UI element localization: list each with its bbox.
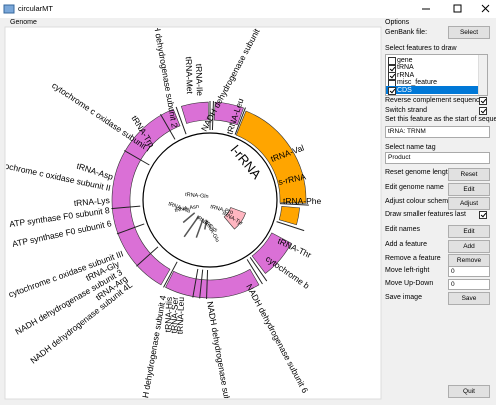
action-label: Edit genome name [385, 183, 444, 191]
action-label: Remove a feature [385, 255, 441, 262]
trna-tick [136, 246, 159, 267]
action-label: Reset genome length [385, 169, 452, 176]
inner-mark [183, 215, 200, 238]
action-button[interactable]: Edit [448, 182, 490, 196]
check-label: Switch strand [385, 107, 428, 114]
action-label: Adjust colour scheme [385, 198, 452, 205]
genome-circle [142, 132, 278, 268]
genome-label: Genome [10, 19, 37, 26]
name-tag-label: Select name tag [385, 144, 436, 151]
trna-tick [199, 269, 204, 299]
trna-tick [279, 203, 309, 206]
feature-arc [180, 101, 209, 124]
action-button[interactable]: Reset [448, 168, 490, 181]
trna-tick [116, 223, 145, 235]
feature-label: tRNA-Leu [175, 296, 186, 334]
genome-panel [4, 26, 382, 400]
action-button[interactable]: Add [448, 239, 490, 253]
feature-label: tRNA-Ile [194, 64, 205, 97]
feature-type: CDS [397, 86, 412, 94]
maximize[interactable] [453, 4, 462, 13]
name-tag-combo[interactable]: Product [385, 152, 490, 164]
inner-label: tRNA-Gln [185, 192, 209, 200]
check-label: Reverse complement sequence [385, 97, 484, 104]
feature-type: gene [397, 56, 413, 64]
trna-tick [206, 269, 209, 299]
save-button[interactable]: Save [448, 292, 490, 305]
feature-checkbox[interactable] [388, 87, 396, 96]
trna-tick [124, 150, 150, 166]
genome-canvas: Genome cytochrome c oxidase subunit ItRN… [4, 19, 382, 400]
window-title: circularMT [18, 4, 53, 13]
feature-list[interactable]: gene tRNA rRNA misc_feature CDS [385, 54, 488, 96]
feature-arc [223, 207, 247, 230]
feature-label: tRNA-Lys [73, 195, 110, 208]
feature-arc [251, 232, 292, 274]
start-label: Set this feature as the start of sequenc… [385, 116, 496, 123]
spinner[interactable]: 0 [448, 279, 490, 290]
trna-tick [234, 107, 246, 135]
features-label: Select features to draw [385, 45, 457, 52]
trna-tick [111, 205, 141, 210]
checkbox[interactable] [479, 211, 487, 219]
feature-type: rRNA [397, 71, 415, 79]
action-button[interactable]: Adjust [448, 197, 490, 210]
trna-tick [175, 106, 187, 135]
selected-row [386, 86, 478, 95]
feature-label: tRNA-Ser [169, 297, 180, 334]
save-label: Save image [385, 294, 422, 301]
select-button[interactable]: Select [448, 26, 490, 39]
start-combo[interactable]: tRNA: TRNM [385, 126, 490, 138]
action-label: Edit names [385, 226, 421, 233]
inner-mark [204, 219, 208, 230]
title-bar: circularMT [0, 0, 496, 18]
feature-arc [278, 205, 300, 226]
inner-label: tRNA-Pro [209, 204, 233, 216]
options-title: Options [385, 19, 410, 26]
trna-tick [192, 268, 199, 298]
feature-label: tRNA-Met [184, 56, 195, 94]
spinner[interactable]: 0 [448, 266, 490, 277]
action-label: Add a feature [385, 240, 428, 248]
feature-type: misc_feature [397, 79, 438, 87]
inner-label: tRNA-Asn [174, 204, 199, 214]
quit-button[interactable]: Quit [448, 385, 490, 398]
genbank-label: GenBank file: [385, 29, 428, 36]
trna-tick [246, 259, 263, 285]
spinner-label: Move Up-Down [385, 280, 434, 287]
feature-label: tRNA-Phe [283, 196, 322, 206]
feature-arc [235, 110, 307, 204]
action-button[interactable]: Edit [448, 225, 490, 238]
feature-arc [165, 268, 260, 299]
app-icon [3, 4, 15, 14]
spinner-label: Move left-right [385, 267, 430, 274]
trna-tick [211, 101, 214, 131]
trna-tick [249, 257, 268, 282]
inner-mark [182, 212, 196, 224]
inner-mark [195, 218, 204, 238]
window-controls[interactable] [412, 0, 496, 18]
feature-checkbox[interactable] [388, 72, 396, 81]
trna-tick [163, 261, 178, 288]
scrollbar[interactable] [478, 55, 487, 95]
checkbox[interactable] [479, 107, 487, 115]
feature-type: tRNA [397, 64, 414, 72]
feature-arc [213, 101, 244, 126]
feature-label: tRNA-His [163, 297, 174, 333]
trna-tick [160, 114, 176, 140]
check-label: Draw smaller features last [385, 211, 466, 218]
close[interactable] [481, 4, 490, 13]
checkbox[interactable] [479, 97, 487, 105]
trna-tick [276, 221, 305, 232]
